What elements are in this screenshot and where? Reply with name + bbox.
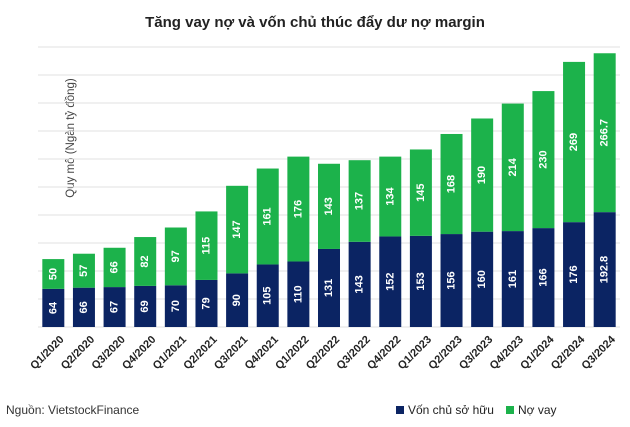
- bar-debt: [379, 156, 402, 237]
- data-label-equity: 64: [47, 301, 59, 314]
- data-label-debt: 134: [384, 186, 396, 205]
- legend-label-debt: Nợ vay: [517, 403, 557, 417]
- bars: 64 50 66 57 67 66 69 82 70 97 79 115 90 147 105 161 110 1…: [42, 53, 616, 327]
- bar-equity: [563, 222, 586, 327]
- bar-debt: [226, 185, 249, 274]
- bar-debt: [195, 211, 218, 280]
- bar-debt: [42, 259, 65, 289]
- bar-debt: [593, 53, 616, 213]
- bar-equity: [42, 288, 65, 327]
- bar-equity: [103, 287, 126, 327]
- data-label-debt: 266.7: [599, 119, 611, 147]
- bar-equity: [409, 235, 432, 327]
- bar-debt: [72, 253, 95, 288]
- bar-equity: [471, 231, 494, 327]
- data-label-debt: 147: [231, 220, 243, 238]
- bar-debt: [287, 156, 310, 262]
- data-label-equity: 131: [323, 279, 335, 297]
- bar-equity: [593, 212, 616, 327]
- bar-equity: [134, 285, 157, 327]
- legend-item-debt: Nợ vay: [505, 403, 557, 417]
- bar-debt: [471, 118, 494, 232]
- data-label-equity: 105: [262, 287, 274, 305]
- data-label-debt: 137: [354, 192, 366, 210]
- bar-equity: [195, 279, 218, 327]
- legend-label-equity: Vốn chủ sở hữu: [408, 403, 494, 417]
- x-tick-labels: Q1/2020Q2/2020Q3/2020Q4/2020Q1/2021Q2/20…: [28, 333, 618, 372]
- data-label-debt: 168: [446, 175, 458, 193]
- data-label-equity: 143: [354, 275, 366, 293]
- legend-item-equity: Vốn chủ sở hữu: [396, 403, 494, 417]
- bar-debt: [563, 61, 586, 223]
- bar-debt: [440, 133, 463, 235]
- data-label-debt: 161: [262, 207, 274, 225]
- data-label-debt: 230: [537, 150, 549, 168]
- bar-debt: [348, 160, 371, 242]
- bar-equity: [256, 264, 279, 327]
- data-label-equity: 152: [384, 273, 396, 291]
- bar-debt: [256, 168, 279, 265]
- data-label-equity: 79: [200, 297, 212, 309]
- bar-debt: [318, 163, 340, 249]
- legend-swatch-equity: [396, 406, 404, 414]
- bar-debt: [501, 103, 524, 232]
- chart-title: Tăng vay nợ và vốn chủ thúc đẩy dư nợ ma…: [145, 14, 485, 31]
- legend: Vốn chủ sở hữu Nợ vay: [396, 403, 557, 417]
- data-label-equity: 176: [568, 265, 580, 283]
- data-label-debt: 145: [415, 183, 427, 201]
- data-label-debt: 176: [292, 200, 304, 218]
- data-label-debt: 190: [476, 166, 488, 184]
- data-label-debt: 115: [200, 237, 212, 255]
- bar-equity: [501, 231, 524, 327]
- bar-equity: [348, 241, 371, 327]
- bar-equity: [318, 248, 340, 327]
- data-label-equity: 90: [231, 294, 243, 306]
- data-label-equity: 110: [292, 285, 304, 303]
- data-label-debt: 50: [47, 268, 59, 280]
- stacked-bar-chart: 64 50 66 57 67 66 69 82 70 97 79 115 90 147 105 161 110 1…: [28, 46, 620, 372]
- bar-equity: [226, 273, 249, 327]
- data-label-equity: 192.8: [599, 256, 611, 284]
- x-tick-label: Q3/2024: [580, 333, 619, 372]
- data-label-equity: 66: [78, 301, 90, 313]
- bar-equity: [72, 287, 95, 327]
- data-label-debt: 57: [78, 265, 90, 277]
- bar-debt: [103, 247, 126, 288]
- data-label-equity: 70: [170, 300, 182, 312]
- data-label-debt: 143: [323, 197, 335, 215]
- bar-equity: [379, 236, 402, 327]
- bar-equity: [440, 234, 463, 327]
- data-label-debt: 214: [507, 157, 519, 176]
- source-note: Nguồn: VietstockFinance: [6, 403, 140, 417]
- bar-equity: [532, 228, 555, 327]
- data-label-debt: 66: [109, 261, 121, 273]
- data-label-debt: 269: [568, 133, 580, 151]
- data-label-equity: 153: [415, 272, 427, 290]
- data-label-equity: 166: [537, 268, 549, 286]
- data-label-equity: 161: [507, 270, 519, 288]
- bar-debt: [409, 149, 432, 236]
- bar-equity: [164, 285, 187, 327]
- legend-swatch-debt: [505, 406, 514, 414]
- data-label-equity: 160: [476, 270, 488, 288]
- data-label-equity: 67: [109, 301, 121, 313]
- bar-debt: [134, 237, 157, 286]
- data-label-debt: 97: [170, 250, 182, 262]
- bar-debt: [532, 91, 555, 229]
- data-label-debt: 82: [139, 255, 151, 267]
- data-label-equity: 69: [139, 300, 151, 312]
- bar-debt: [164, 227, 187, 286]
- data-label-equity: 156: [446, 271, 458, 289]
- bar-equity: [287, 261, 310, 327]
